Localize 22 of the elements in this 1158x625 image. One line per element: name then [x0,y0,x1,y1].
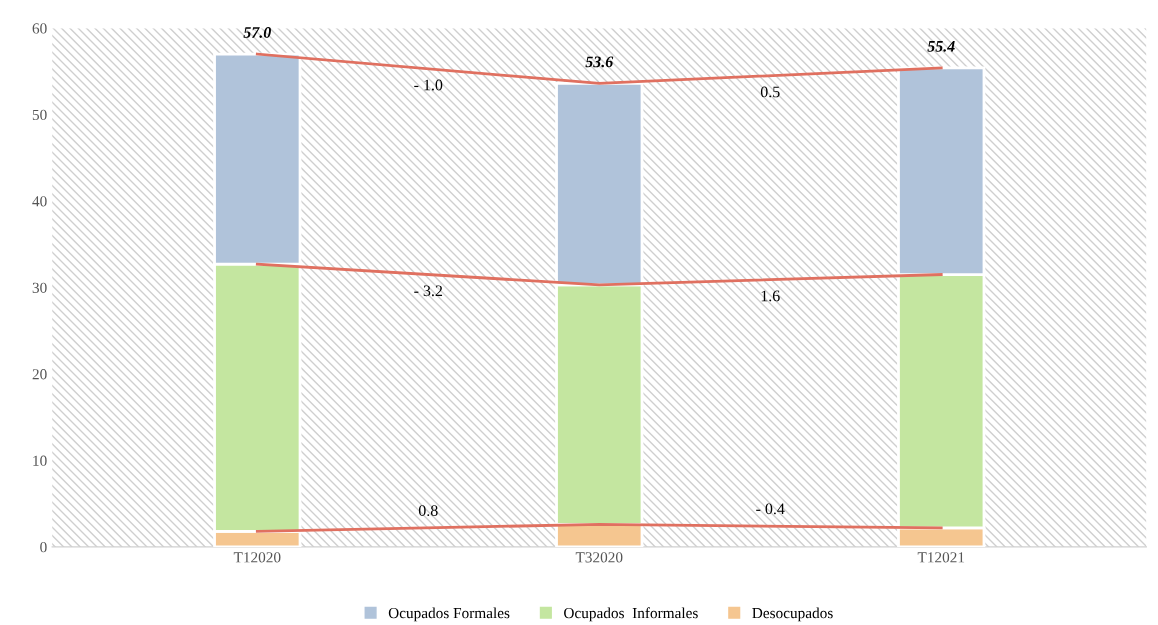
total-label: 53.6 [585,56,614,68]
annotation: - 3.2 [414,285,443,297]
legend-label: Ocupados Formales [388,607,510,622]
legend-label: Ocupados Informales [564,607,698,622]
y-tick-label: 60 [32,23,47,34]
y-tick-label: 30 [32,282,47,293]
annotation: - 1.0 [414,79,443,91]
annotation: 1.6 [761,290,780,302]
x-tick-label: T12021 [917,552,965,563]
total-label: 55.4 [927,41,955,52]
y-tick-label: 10 [33,455,47,466]
x-tick-label: T12020 [233,552,281,563]
total-label: 57.0 [243,27,271,38]
y-tick-label: 0 [40,542,47,553]
x-tick-label: T32020 [575,552,623,563]
annotation: 0.8 [418,505,438,517]
annotation: 0.5 [760,86,780,98]
y-tick-label: 50 [32,109,47,121]
legend-label: Desocupados [752,607,833,622]
annotation: - 0.4 [756,503,785,515]
y-tick-label: 40 [32,196,47,207]
y-tick-label: 20 [32,369,47,380]
